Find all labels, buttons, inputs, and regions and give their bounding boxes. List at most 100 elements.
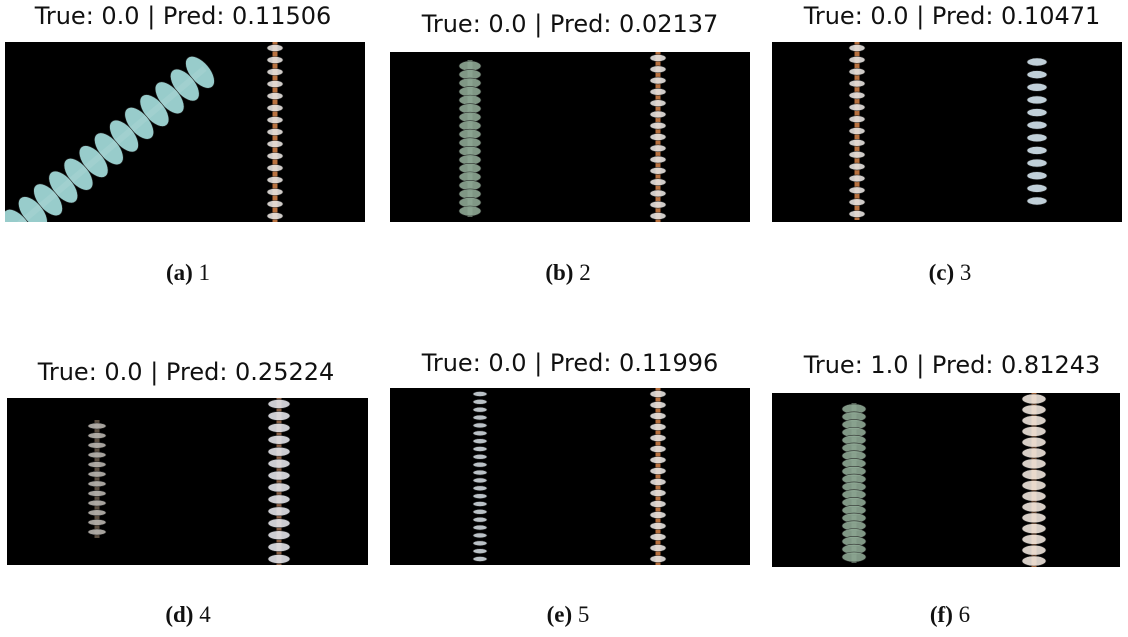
insulator-disc: [649, 133, 667, 141]
insulator-disc: [848, 79, 866, 88]
insulator-disc: [1021, 523, 1047, 534]
insulator-disc: [649, 522, 667, 530]
caption-text: 4: [199, 602, 211, 627]
insulator: [87, 420, 107, 538]
insulator-disc: [266, 140, 284, 148]
insulator-disc: [472, 509, 488, 515]
insulator-disc: [266, 164, 284, 172]
insulator-disc: [649, 489, 667, 497]
insulator-disc: [266, 200, 284, 208]
insulator-disc: [472, 501, 488, 507]
insulator-disc: [649, 189, 667, 198]
insulator-disc: [472, 438, 488, 444]
panel-image: [390, 52, 750, 222]
insulator-disc: [649, 423, 667, 431]
insulator-disc: [1021, 490, 1047, 502]
insulator-disc: [649, 167, 667, 175]
insulator-disc: [472, 516, 488, 523]
insulator-disc: [848, 150, 866, 159]
insulator-disc: [472, 548, 488, 554]
insulator: [1026, 57, 1048, 206]
image-background: [390, 52, 750, 222]
insulator-disc: [649, 412, 667, 420]
panel-caption: (b) 2: [545, 260, 590, 285]
insulator-disc: [1021, 447, 1047, 459]
caption-label: (e): [547, 602, 573, 627]
insulator-disc: [649, 511, 667, 519]
insulator-disc: [841, 551, 867, 563]
caption-label: (b): [545, 260, 573, 285]
panel-image: [772, 393, 1120, 567]
insulator: [841, 403, 867, 563]
insulator-disc: [1021, 404, 1047, 416]
panel-caption: (f) 6: [930, 602, 970, 627]
panel-title: True: 1.0 | Pred: 0.81243: [803, 351, 1101, 379]
insulator-disc: [848, 198, 866, 206]
caption-label: (f): [930, 602, 953, 627]
insulator-disc: [649, 76, 667, 85]
insulator-disc: [87, 470, 107, 478]
insulator-disc: [472, 461, 488, 468]
panel-title: True: 0.0 | Pred: 0.02137: [421, 10, 719, 38]
insulator-disc: [848, 174, 866, 183]
insulator: [472, 391, 488, 562]
insulator-disc: [1021, 512, 1047, 524]
panel: True: 0.0 | Pred: 0.02137 (b) 2: [390, 10, 750, 285]
insulator-disc: [472, 485, 488, 492]
insulator-disc: [1021, 544, 1047, 556]
insulator-disc: [266, 56, 284, 64]
insulator-disc: [649, 155, 667, 164]
insulator-disc: [1026, 171, 1048, 181]
insulator-disc: [266, 80, 284, 88]
insulator-disc: [649, 555, 667, 563]
panel-caption: (a) 1: [166, 260, 210, 285]
insulator-disc: [848, 103, 866, 112]
insulator-disc: [266, 152, 284, 160]
insulator-disc: [1021, 436, 1047, 448]
insulator-disc: [1026, 158, 1048, 168]
panel: True: 0.0 | Pred: 0.11996 (e) 5: [390, 349, 750, 627]
insulator-disc: [267, 423, 291, 433]
insulator-disc: [848, 186, 866, 195]
insulator-disc: [472, 524, 488, 531]
insulator-disc: [87, 461, 107, 468]
insulator-disc: [87, 509, 107, 517]
insulator-disc: [1026, 146, 1048, 155]
caption-text: 2: [579, 260, 591, 285]
panel-title: True: 0.0 | Pred: 0.11996: [421, 349, 719, 377]
insulator-disc: [458, 205, 482, 217]
insulator-disc: [649, 54, 667, 62]
insulator-disc: [87, 499, 107, 507]
insulator-disc: [267, 411, 291, 421]
insulator-disc: [266, 44, 284, 52]
insulator-disc: [87, 441, 107, 449]
insulator-disc: [1026, 82, 1048, 92]
caption-text: 6: [959, 602, 971, 627]
insulator-disc: [649, 110, 667, 119]
caption-text: 1: [199, 260, 211, 285]
insulator-disc: [649, 390, 667, 398]
insulator-disc: [1026, 95, 1048, 105]
insulator-disc: [267, 470, 291, 481]
insulator-disc: [267, 482, 291, 493]
insulator: [458, 60, 482, 217]
insulator-disc: [1026, 196, 1048, 206]
insulator-disc: [1021, 415, 1047, 426]
insulator-disc: [267, 458, 291, 469]
insulator-disc: [87, 528, 107, 536]
insulator-disc: [1021, 480, 1047, 491]
panel: True: 0.0 | Pred: 0.25224 (d) 4: [7, 358, 368, 627]
insulator-disc: [266, 212, 284, 220]
insulator-disc: [1021, 458, 1047, 470]
panel-caption: (e) 5: [547, 602, 590, 627]
image-background: [772, 42, 1122, 222]
insulator-disc: [472, 532, 488, 539]
insulator-disc: [472, 430, 488, 437]
insulator-disc: [1021, 426, 1047, 437]
insulator-disc: [267, 554, 291, 564]
insulator-disc: [1021, 501, 1047, 513]
caption-text: 3: [960, 260, 972, 285]
panel-caption: (c) 3: [929, 260, 972, 285]
insulator-disc: [87, 451, 107, 459]
